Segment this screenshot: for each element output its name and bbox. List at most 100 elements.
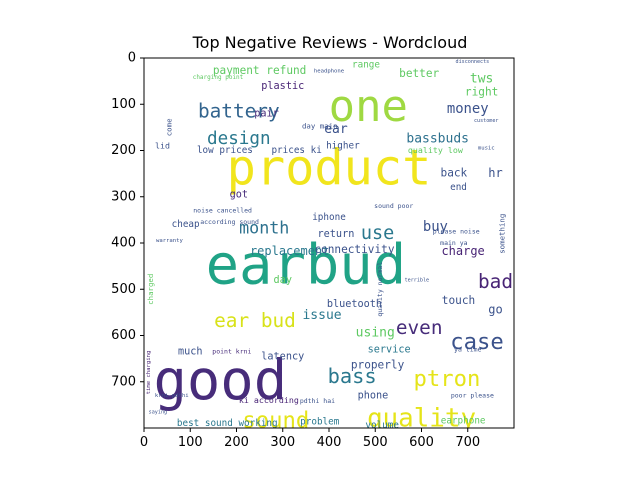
cloud-word: headphone	[314, 68, 345, 74]
cloud-word: point krni	[212, 348, 251, 356]
x-tick-label: 200	[224, 435, 249, 450]
cloud-word: according sound	[200, 218, 259, 226]
cloud-word: earbud	[206, 233, 406, 298]
cloud-word: issue	[302, 308, 341, 323]
y-tick-label: 300	[111, 189, 136, 204]
cloud-word: ptron	[414, 366, 481, 392]
cloud-word: bad	[478, 270, 513, 293]
y-tick-label: 400	[111, 236, 136, 251]
cloud-word: ya time	[454, 345, 481, 353]
cloud-word: low prices	[197, 145, 253, 156]
cloud-word: iphone	[312, 212, 346, 223]
x-tick-label: 0	[140, 435, 148, 450]
cloud-word: better	[399, 67, 439, 80]
cloud-word: right	[465, 86, 498, 99]
x-tick-label: 600	[409, 435, 434, 450]
cloud-word: problem	[300, 416, 340, 427]
cloud-word: sound	[242, 408, 309, 434]
y-tick-label: 500	[111, 282, 136, 297]
cloud-word: buy	[423, 219, 448, 235]
cloud-word: pair	[254, 109, 279, 120]
y-tick-label: 100	[111, 97, 136, 112]
cloud-word: even	[396, 316, 443, 339]
cloud-word: quality	[367, 403, 476, 433]
cloud-word: saying	[149, 409, 167, 415]
cloud-word: terrible	[405, 278, 430, 284]
cloud-word: one	[329, 81, 408, 132]
cloud-word: properly	[351, 359, 405, 372]
cloud-word: time charging	[146, 351, 152, 395]
cloud-word: design	[207, 129, 271, 149]
cloud-word: service	[368, 344, 411, 355]
cloud-word: bassbuds	[406, 131, 469, 146]
cloud-word: case	[450, 329, 503, 355]
cloud-word: much	[178, 347, 203, 358]
cloud-word: charged	[146, 274, 155, 305]
cloud-word: ki according	[239, 395, 299, 405]
x-tick-label: 700	[455, 435, 480, 450]
x-tick-label: 300	[270, 435, 295, 450]
cloud-word: range	[352, 59, 380, 70]
cloud-word: touch	[442, 294, 475, 307]
cloud-word: ear bud	[214, 309, 296, 332]
y-tick-label: 600	[111, 328, 136, 343]
cloud-word: day	[274, 275, 292, 286]
cloud-word: ear	[324, 122, 348, 137]
cloud-word: return	[318, 229, 355, 240]
cloud-word: using	[356, 326, 395, 341]
cloud-word: lid	[155, 140, 170, 150]
x-tick-label: 500	[363, 435, 388, 450]
chart-title: Top Negative Reviews - Wordcloud	[192, 33, 468, 52]
cloud-word: come	[164, 118, 173, 136]
cloud-word: cheap	[172, 219, 200, 230]
cloud-word: money	[447, 101, 489, 117]
y-axis: 0 100 200 300 400 500 600 700	[111, 51, 144, 389]
cloud-word: quality low	[408, 145, 463, 155]
cloud-word: latency	[261, 351, 304, 362]
cloud-word: plastic	[261, 81, 304, 92]
cloud-word: use	[361, 223, 394, 244]
cloud-word: higher	[326, 140, 360, 151]
cloud-word: connectivity	[314, 243, 394, 256]
cloud-word: good	[153, 348, 287, 413]
cloud-word: back	[441, 167, 468, 180]
cloud-word: best sound working	[177, 418, 278, 429]
cloud-word: go	[488, 303, 502, 317]
cloud-word: hr	[488, 166, 502, 180]
cloud-word: month	[239, 218, 289, 238]
y-tick-label: 200	[111, 143, 136, 158]
cloud-word: battery	[198, 100, 280, 123]
cloud-word: got	[230, 189, 248, 200]
cloud-word: please noise	[433, 227, 480, 235]
cloud-word: earphone	[441, 416, 486, 427]
cloud-word: noise cancelled	[193, 207, 252, 215]
cloud-word: pdthi hai	[300, 397, 335, 405]
cloud-word: volume	[365, 420, 399, 431]
cloud-word: bass	[328, 364, 377, 388]
cloud-word: warranty	[156, 238, 184, 244]
y-tick-label: 0	[128, 51, 136, 66]
cloud-word: end	[450, 182, 467, 193]
plot-background	[144, 58, 514, 428]
cloud-word: sound poor	[374, 202, 413, 210]
word-cloud-words: one product earbud good battery design month us…	[146, 59, 513, 434]
cloud-word: phone	[358, 391, 389, 402]
cloud-word: customer	[474, 118, 499, 124]
cloud-word: quality normal	[376, 262, 384, 317]
cloud-word: music	[478, 146, 495, 152]
cloud-word: replacement	[250, 244, 329, 258]
cloud-word: tws	[470, 71, 493, 86]
cloud-word: product	[227, 140, 432, 196]
cloud-word: bluetooth	[327, 299, 382, 310]
y-tick-label: 700	[111, 374, 136, 389]
cloud-word: poor please	[451, 392, 494, 400]
cloud-word: krni pdthi	[155, 393, 189, 399]
cloud-word: charge	[441, 244, 484, 258]
x-tick-label: 100	[178, 435, 203, 450]
x-tick-label: 400	[317, 435, 342, 450]
cloud-word: disconnects	[456, 59, 490, 65]
x-axis: 0 100 200 300 400 500 600 700	[140, 428, 480, 450]
cloud-word: prices ki	[271, 145, 321, 156]
cloud-word: charging point	[193, 74, 244, 81]
